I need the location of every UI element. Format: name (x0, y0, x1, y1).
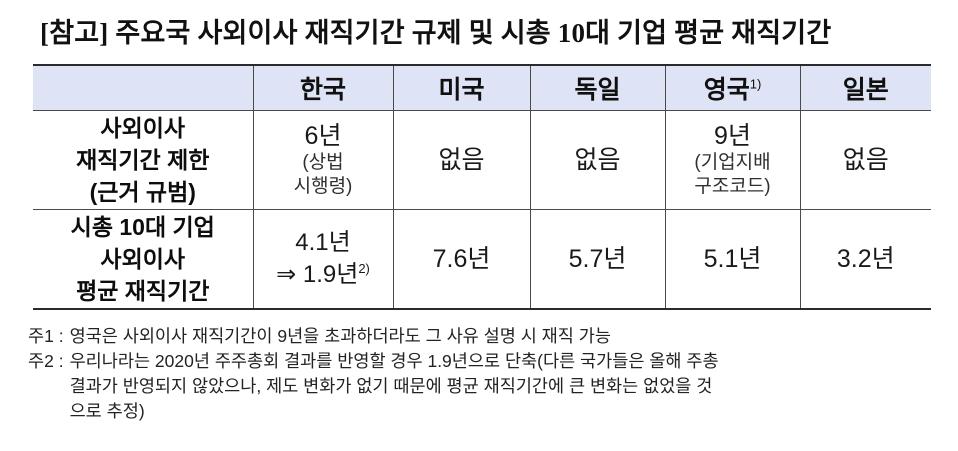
footnote-marker-1: 1) (749, 76, 762, 92)
cell-tenure-limit-uk: 9년 (기업지배 구조코드) (664, 110, 801, 210)
cell-value-germany: 5.7년 (568, 245, 627, 273)
row-label-line-3: (근거 규범) (89, 179, 196, 205)
cell-value-usa: 7.6년 (432, 245, 491, 273)
cell-tenure-limit-korea: 6년 (상법 시행령) (252, 110, 394, 210)
cell-source-uk-line-2: 구조코드) (694, 176, 771, 197)
cell-value-uk: 9년 (714, 122, 751, 150)
footnotes: 주1 : 영국은 사외이사 재직기간이 9년을 초과하더라도 그 사유 설명 시… (28, 324, 938, 424)
footnote-2-line-2: 결과가 반영되지 않았으나, 제도 변화가 없기 때문에 평균 재직기간에 큰 … (69, 376, 713, 396)
row-label-line-1: 사외이사 (100, 115, 186, 141)
cell-value-japan: 없음 (842, 146, 889, 174)
cell-value-korea-after-wrap: ⇒ 1.9년2) (254, 259, 393, 291)
cell-value-korea: 6년 (304, 122, 342, 150)
cell-value-korea-before: 4.1년 (295, 229, 351, 256)
cell-source-korea-line-2: 시행령) (293, 176, 353, 197)
table-row: 시총 10대 기업 사외이사 평균 재직기간 4.1년 ⇒ 1.9년2) 7.6… (33, 209, 931, 309)
row-label-lines: 시총 10대 기업 사외이사 평균 재직기간 (33, 211, 253, 307)
cell-value-korea-after: ⇒ 1.9년 (276, 261, 359, 288)
cell-value-korea-lines: 4.1년 ⇒ 1.9년2) (254, 227, 393, 291)
cell-tenure-limit-germany: 없음 (529, 110, 666, 210)
table-header-korea: 한국 (252, 65, 394, 111)
header-label-germany: 독일 (574, 76, 621, 104)
cell-tenure-limit-japan: 없음 (799, 110, 931, 210)
cell-source-uk-line-1: (기업지배 (694, 152, 771, 173)
comparison-table-wrapper: 한국 미국 독일 영국1) 일본 사외이사 재직기간 제한 (근거 규범) (33, 64, 931, 310)
footnote-1-key: 주1 : (28, 326, 64, 346)
footnote-2-line-3: 으로 추정) (69, 401, 145, 421)
cell-value-uk: 5.1년 (703, 245, 762, 273)
footnote-1: 주1 : 영국은 사외이사 재직기간이 9년을 초과하더라도 그 사유 설명 시… (28, 324, 938, 349)
header-label-korea: 한국 (299, 76, 346, 104)
footnote-1-body: 영국은 사외이사 재직기간이 9년을 초과하더라도 그 사유 설명 시 재직 가… (70, 324, 938, 349)
row-label-tenure-limit: 사외이사 재직기간 제한 (근거 규범) (33, 110, 254, 210)
table-header-uk: 영국1) (664, 65, 801, 111)
footnote-1-line-1: 영국은 사외이사 재직기간이 9년을 초과하더라도 그 사유 설명 시 재직 가… (69, 326, 611, 346)
row-label-line-1: 시총 10대 기업 (70, 214, 215, 240)
cell-value-usa: 없음 (438, 146, 485, 174)
footnote-marker-2: 2) (358, 261, 370, 276)
row-label-lines: 사외이사 재직기간 제한 (근거 규범) (33, 112, 253, 208)
table-row: 사외이사 재직기간 제한 (근거 규범) 6년 (상법 시행령) 없음 (33, 110, 931, 210)
footnote-2: 주2 : 우리나라는 2020년 주주총회 결과를 반영할 경우 1.9년으로 … (28, 349, 938, 424)
cell-value-japan: 3.2년 (836, 245, 895, 273)
header-label-japan: 일본 (842, 76, 889, 104)
cell-avg-tenure-usa: 7.6년 (392, 209, 531, 309)
row-label-avg-tenure: 시총 10대 기업 사외이사 평균 재직기간 (33, 209, 254, 309)
cell-value-germany: 없음 (574, 146, 621, 174)
cell-avg-tenure-japan: 3.2년 (799, 209, 931, 309)
table-header-germany: 독일 (529, 65, 666, 111)
cell-avg-tenure-korea: 4.1년 ⇒ 1.9년2) (252, 209, 394, 309)
row-label-line-2: 재직기간 제한 (76, 147, 210, 173)
table-header-japan: 일본 (799, 65, 931, 111)
footnote-2-line-1: 우리나라는 2020년 주주총회 결과를 반영할 경우 1.9년으로 단축(다른… (69, 351, 719, 371)
row-label-line-2: 사외이사 (100, 246, 186, 272)
table-header-row: 한국 미국 독일 영국1) 일본 (33, 65, 931, 111)
comparison-table: 한국 미국 독일 영국1) 일본 사외이사 재직기간 제한 (근거 규범) (33, 64, 931, 310)
cell-source-korea-line-1: (상법 (302, 152, 344, 173)
footnote-2-body: 우리나라는 2020년 주주총회 결과를 반영할 경우 1.9년으로 단축(다른… (70, 349, 938, 424)
row-label-line-3: 평균 재직기간 (76, 278, 210, 304)
table-header-usa: 미국 (392, 65, 531, 111)
cell-avg-tenure-germany: 5.7년 (529, 209, 666, 309)
header-label-usa: 미국 (438, 76, 485, 104)
page-title: [참고] 주요국 사외이사 재직기간 규제 및 시총 10대 기업 평균 재직기… (40, 18, 832, 48)
cell-tenure-limit-usa: 없음 (392, 110, 531, 210)
header-label-uk: 영국 (703, 76, 750, 104)
footnote-2-key: 주2 : (28, 351, 64, 371)
table-header-blank (33, 65, 254, 111)
cell-avg-tenure-uk: 5.1년 (664, 209, 801, 309)
